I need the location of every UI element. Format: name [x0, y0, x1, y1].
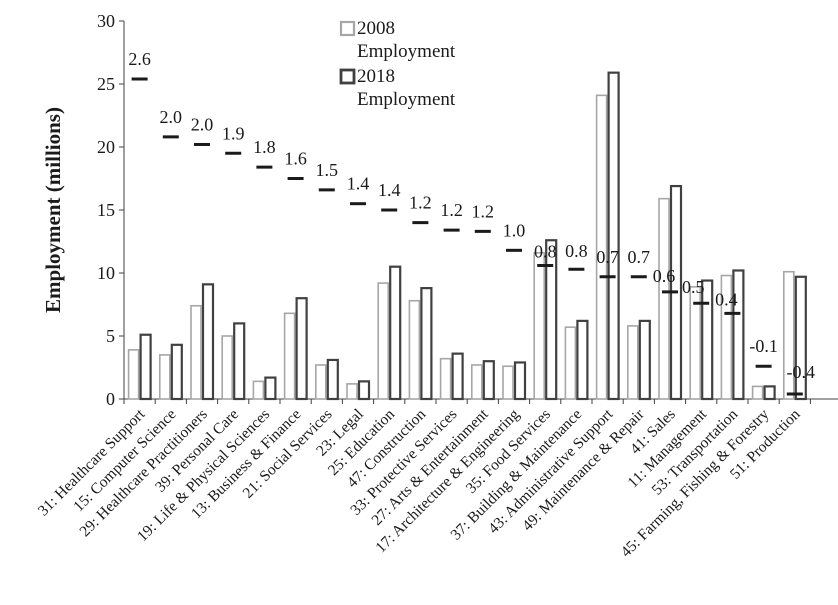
- growth-label: 0.4: [715, 289, 738, 309]
- growth-label: 1.2: [440, 200, 463, 220]
- growth-label: 1.9: [222, 123, 245, 143]
- growth-label: 2.6: [128, 49, 151, 69]
- growth-label: 0.8: [565, 241, 588, 261]
- bar-2008: [470, 364, 483, 400]
- growth-label: 1.2: [409, 193, 432, 213]
- bar-2018: [170, 343, 183, 401]
- bar-2018: [763, 385, 776, 401]
- legend-swatch-2008: [339, 20, 356, 37]
- bar-2008: [533, 252, 546, 400]
- growth-label: 0.7: [596, 247, 619, 267]
- bar-2018: [451, 352, 464, 401]
- bar-2008: [626, 325, 639, 400]
- legend-swatch-2018: [339, 68, 356, 85]
- bar-2018: [638, 319, 651, 401]
- x-tick-label: 29: Healthcare Practitioners: [76, 406, 210, 540]
- bars: [127, 71, 807, 401]
- bar-2018: [701, 279, 714, 401]
- bar-2008: [221, 335, 233, 400]
- bar-2008: [283, 312, 296, 400]
- y-tick-label: 0: [106, 389, 115, 409]
- bar-2018: [201, 283, 215, 401]
- bar-2018: [264, 376, 277, 401]
- bar-2008: [751, 385, 764, 400]
- bar-2018: [732, 269, 745, 401]
- growth-label: 1.4: [347, 174, 370, 194]
- y-tick-label: 10: [97, 263, 115, 283]
- bar-2008: [408, 299, 421, 400]
- bar-2018: [326, 358, 339, 401]
- growth-label: 0.6: [653, 266, 676, 286]
- growth-label: 1.5: [316, 160, 339, 180]
- bar-2008: [159, 354, 171, 400]
- bar-2018: [513, 361, 527, 401]
- bar-2008: [502, 365, 514, 400]
- bar-2008: [314, 364, 327, 400]
- bar-2008: [595, 94, 608, 400]
- growth-label: 2.0: [191, 114, 214, 134]
- y-tick-label: 30: [97, 11, 115, 31]
- growth-label: 1.0: [503, 220, 526, 240]
- bar-2018: [389, 265, 402, 401]
- bar-2018: [233, 322, 246, 401]
- bar-2018: [295, 297, 308, 401]
- bar-2008: [720, 274, 733, 400]
- y-tick-label: 25: [97, 74, 115, 94]
- bar-2018: [357, 380, 371, 401]
- growth-label: 1.6: [284, 149, 307, 169]
- growth-label: 0.8: [534, 241, 557, 261]
- growth-label: 0.7: [628, 247, 651, 267]
- growth-markers: 2.6 2.0 2.0 1.9 1.8 1.6 1.5 1.4 1.4 1.2 1.2 1.2 1.0 0…: [128, 49, 816, 396]
- bar-2008: [782, 270, 795, 400]
- growth-label: 1.4: [378, 180, 401, 200]
- bar-2008: [127, 349, 140, 400]
- legend: 2008 Employment 2018 Employment: [339, 18, 456, 110]
- bar-2008: [439, 357, 452, 400]
- bar-2008: [689, 286, 702, 400]
- bar-2008: [252, 380, 265, 400]
- bar-2008: [564, 326, 577, 400]
- y-tick-label: 5: [106, 326, 115, 346]
- growth-label: 2.0: [160, 107, 183, 127]
- growth-label: 1.2: [472, 201, 495, 221]
- bar-2008: [377, 282, 390, 400]
- bar-2018: [482, 360, 495, 401]
- bar-2018: [607, 71, 620, 401]
- growth-label: -0.4: [787, 362, 816, 382]
- bar-2018: [545, 239, 558, 401]
- bar-2018: [794, 275, 807, 401]
- bar-2018: [420, 287, 433, 401]
- legend-label-2018: 2018 Employment: [357, 66, 456, 110]
- y-tick-label: 15: [97, 200, 115, 220]
- growth-label: -0.1: [749, 336, 778, 356]
- growth-label: 1.8: [253, 137, 276, 157]
- bar-2008: [658, 197, 670, 400]
- y-tick-label: 20: [97, 137, 115, 157]
- y-axis-title: Employment (millions): [41, 107, 65, 313]
- bar-2008: [190, 304, 202, 400]
- growth-label: 0.5: [682, 277, 705, 297]
- legend-label-2008: 2008 Employment: [357, 18, 456, 62]
- bar-2018: [139, 333, 152, 401]
- bar-2008: [346, 383, 358, 400]
- bar-2018: [576, 319, 589, 401]
